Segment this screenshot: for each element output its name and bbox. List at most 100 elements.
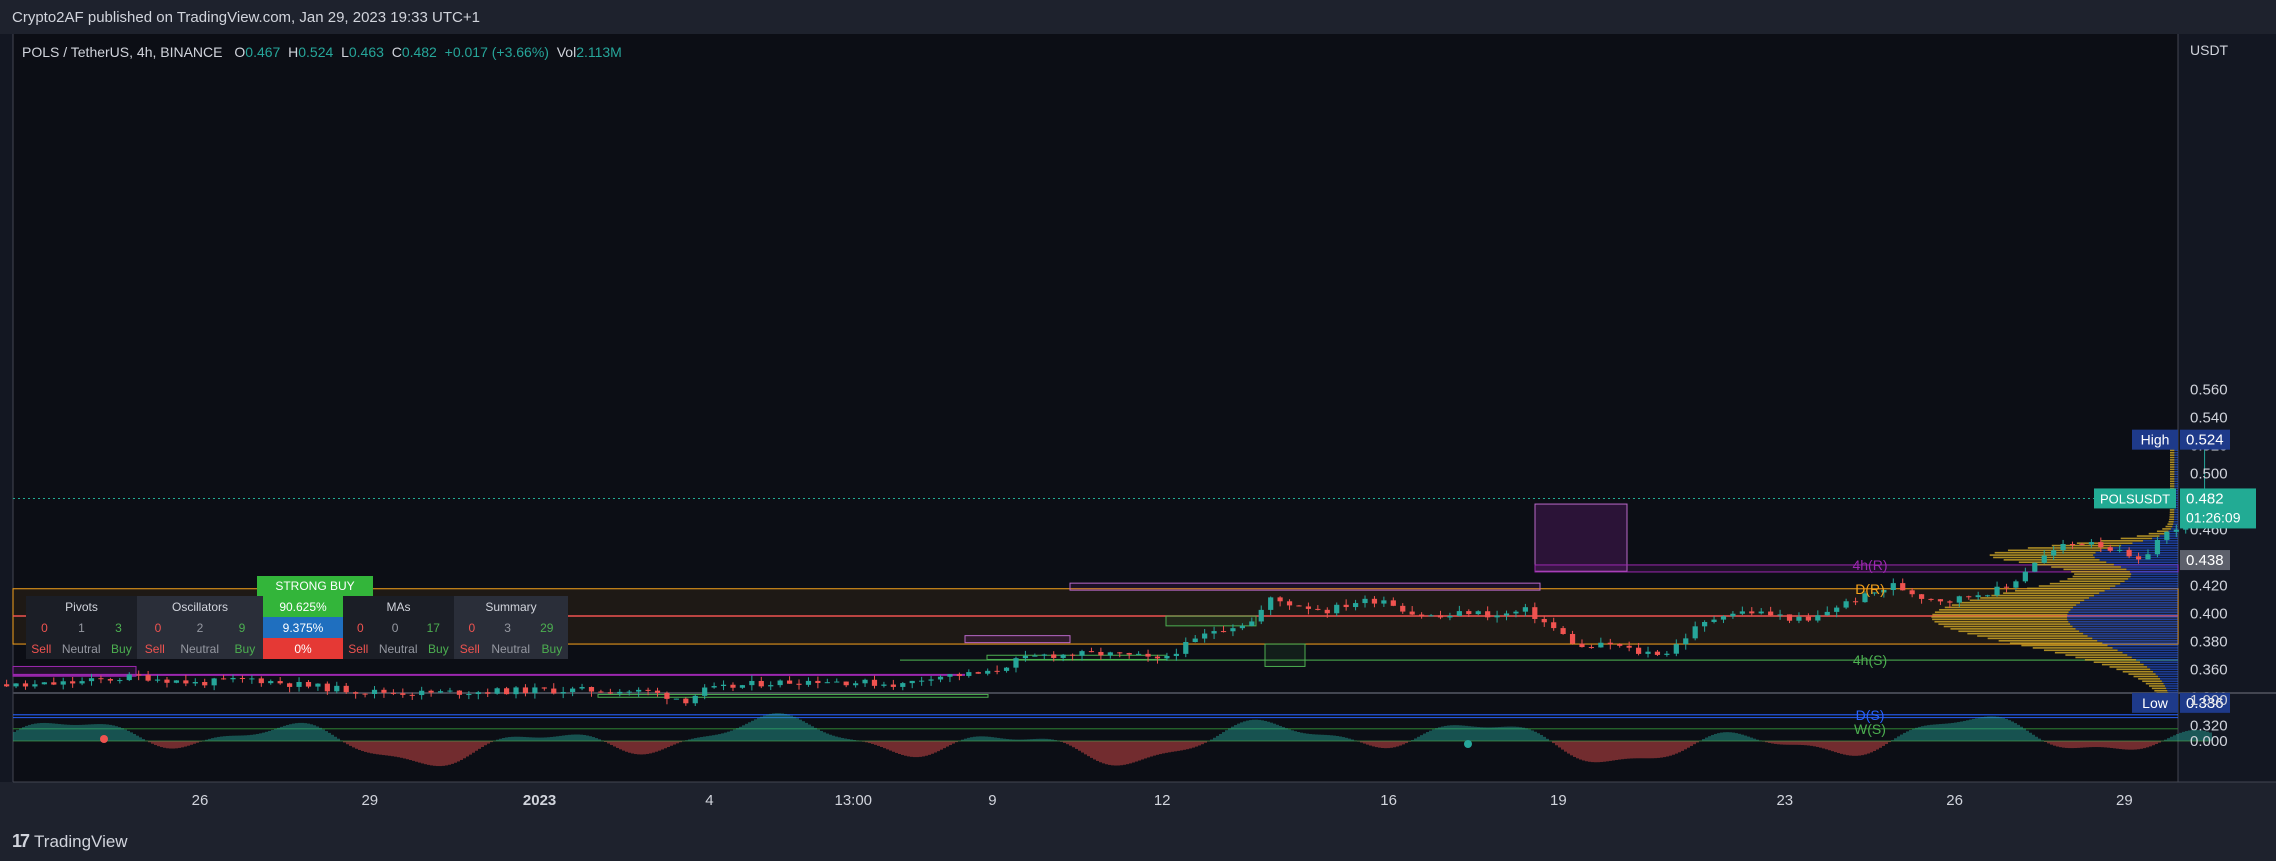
volume-bar bbox=[1980, 597, 2089, 599]
oscillator-bar bbox=[1834, 741, 1837, 753]
poc-value: 0.438 bbox=[2186, 552, 2224, 569]
oscillator-bar bbox=[985, 736, 988, 741]
oscillator-bar bbox=[847, 739, 850, 741]
volume-bar bbox=[1950, 628, 2076, 630]
oscillator-bar bbox=[2086, 741, 2089, 748]
low-value: 0.463 bbox=[348, 44, 384, 60]
candle-body bbox=[211, 678, 217, 686]
symbol-name: POLS / TetherUS, 4h, BINANCE bbox=[22, 44, 223, 60]
oscillator-bar bbox=[2131, 741, 2134, 750]
oscillator-tick-label: 0.000 bbox=[2190, 733, 2228, 750]
oscillator-bar bbox=[2134, 741, 2137, 750]
candle-body bbox=[824, 682, 830, 684]
oscillator-bar bbox=[1603, 741, 1606, 762]
oscillator-bar bbox=[1450, 725, 1453, 741]
oscillator-bar bbox=[85, 724, 88, 741]
volume-bar bbox=[2174, 513, 2178, 516]
candle-body bbox=[1503, 613, 1510, 616]
oscillator-bar bbox=[46, 723, 49, 741]
volume-bar bbox=[2169, 480, 2175, 483]
candle-body bbox=[1692, 626, 1698, 639]
oscillator-bar bbox=[1957, 722, 1960, 741]
oscillator-bar bbox=[523, 736, 526, 741]
oscillator-bar bbox=[901, 741, 904, 755]
oscillator-bar bbox=[1915, 727, 1918, 741]
candle-body bbox=[136, 674, 142, 676]
oscillator-bar bbox=[1633, 741, 1636, 759]
oscillator-bar bbox=[172, 741, 175, 749]
oscillator-bar bbox=[2098, 741, 2101, 748]
oscillator-bar bbox=[2059, 741, 2062, 748]
oscillator-bar bbox=[2065, 741, 2068, 748]
oscillator-bar bbox=[940, 741, 943, 750]
oscillator-bar bbox=[1627, 741, 1630, 759]
oscillator-bar bbox=[1594, 741, 1597, 763]
oscillator-bar bbox=[421, 741, 424, 764]
volume-bar bbox=[2168, 520, 2174, 523]
oscillator-bar bbox=[1063, 741, 1066, 743]
volume-bar bbox=[2100, 540, 2144, 542]
candle-body bbox=[230, 677, 236, 680]
oscillator-bar bbox=[661, 741, 664, 750]
ta-count: 0 bbox=[468, 620, 476, 635]
candle-body bbox=[1739, 611, 1745, 614]
oscillator-bar bbox=[379, 741, 382, 755]
oscillator-bar bbox=[997, 737, 1000, 741]
oscillator-bar bbox=[1984, 716, 1987, 741]
oscillator-bar bbox=[1117, 741, 1120, 766]
price-chart[interactable]: 4h(R) D(R) 4h(S) D(S)W(S) USDT 0.560 0.540 0.52… bbox=[0, 0, 2276, 822]
oscillator-bar bbox=[1996, 716, 1999, 741]
oscillator-bar bbox=[637, 741, 640, 755]
oscillator-bar bbox=[757, 717, 760, 741]
volume-bar bbox=[2149, 685, 2165, 687]
candle-body bbox=[1154, 656, 1161, 659]
oscillator-bar bbox=[1990, 716, 1993, 741]
oscillator-bar bbox=[2176, 734, 2179, 741]
candle-body bbox=[154, 679, 161, 681]
oscillator-bar bbox=[100, 724, 103, 741]
ta-label: Buy bbox=[234, 641, 256, 656]
level-label: W(S) bbox=[1854, 721, 1886, 737]
oscillator-bar bbox=[1597, 741, 1600, 763]
oscillator-bar bbox=[1741, 734, 1744, 741]
oscillator-bar bbox=[1276, 724, 1279, 741]
oscillator-bar bbox=[1519, 727, 1522, 741]
oscillator-bar bbox=[478, 741, 481, 749]
oscillator-bar bbox=[1345, 737, 1348, 741]
volume-bar bbox=[2109, 666, 2148, 668]
candle-body bbox=[683, 698, 689, 704]
oscillator-bar bbox=[628, 741, 631, 753]
oscillator-bar bbox=[109, 724, 112, 741]
oscillator-bar bbox=[1012, 739, 1015, 741]
oscillator-bar bbox=[1684, 741, 1687, 750]
candle-body bbox=[343, 685, 349, 693]
oscillator-bar bbox=[616, 741, 619, 748]
candle-body bbox=[164, 679, 170, 683]
oscillator-bar bbox=[28, 724, 31, 741]
volume-bar bbox=[2140, 661, 2178, 663]
oscillator-bar bbox=[82, 724, 85, 741]
oscillator-bar bbox=[1783, 741, 1786, 745]
poc-value-bg bbox=[2180, 550, 2230, 571]
candle-body bbox=[353, 692, 359, 694]
last-price-bg bbox=[2180, 488, 2256, 529]
volume-bar bbox=[1931, 616, 2068, 618]
oscillator-bar bbox=[1129, 741, 1132, 764]
volume-bar bbox=[2021, 644, 2108, 647]
tradingview-logo[interactable]: 17 TradingView bbox=[12, 831, 128, 852]
oscillator-bar bbox=[736, 728, 739, 741]
ta-label: Sell bbox=[348, 641, 369, 656]
open-label: O bbox=[234, 44, 246, 60]
oscillator-bar bbox=[1861, 741, 1864, 756]
oscillator-bar bbox=[2152, 741, 2155, 746]
candle-body bbox=[1362, 598, 1368, 604]
ta-summary-labels: Sell Neutral Buy bbox=[454, 638, 568, 659]
volume-bar bbox=[1977, 635, 2088, 637]
oscillator-bar bbox=[1840, 741, 1843, 754]
oscillator-bar bbox=[1486, 727, 1489, 741]
candle-body bbox=[1041, 654, 1047, 656]
oscillator-bar bbox=[382, 741, 385, 756]
candle-body bbox=[419, 690, 425, 696]
oscillator-bar bbox=[2167, 738, 2170, 741]
oscillator-bar bbox=[688, 739, 691, 741]
